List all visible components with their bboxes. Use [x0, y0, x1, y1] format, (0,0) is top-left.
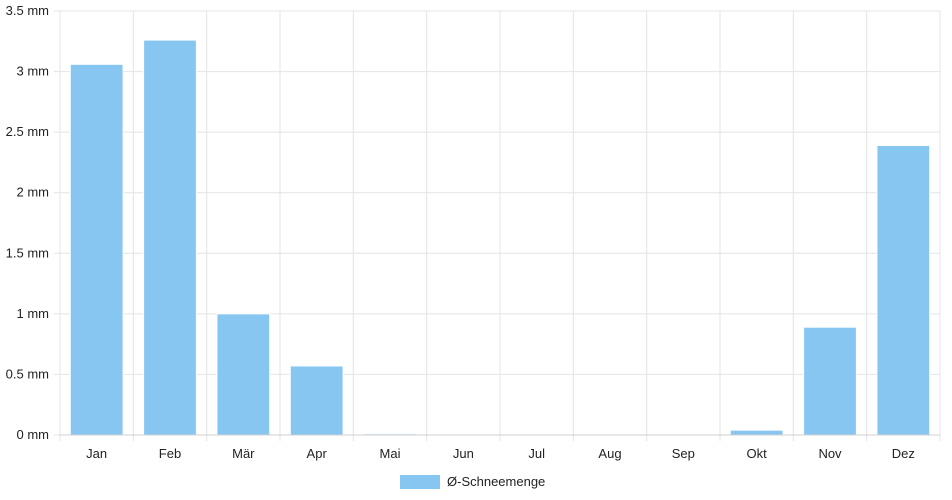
- x-tick-label: Okt: [747, 446, 768, 461]
- x-tick-label: Dez: [892, 446, 915, 461]
- bar-feb: [143, 39, 197, 436]
- x-tick-label: Apr: [307, 446, 328, 461]
- bars: [69, 39, 931, 436]
- x-tick-label: Sep: [672, 446, 695, 461]
- bar-nov: [803, 326, 857, 436]
- y-tick-label: 1.5 mm: [6, 245, 49, 260]
- y-tick-label: 0.5 mm: [6, 366, 49, 381]
- x-tick-label: Nov: [818, 446, 842, 461]
- bar-dez: [876, 144, 931, 436]
- bar-apr: [289, 365, 344, 436]
- legend: Ø-Schneemenge: [400, 474, 545, 489]
- bar-okt: [729, 429, 784, 436]
- axes: 0 mm 0.5 mm 1 mm 1.5 mm 2 mm 2.5 mm 3 mm 3.5 mm…: [6, 3, 940, 461]
- y-tick-label: 0 mm: [17, 427, 50, 442]
- x-tick-label: Jun: [453, 446, 474, 461]
- x-tick-label: Jan: [86, 446, 107, 461]
- bar-mär: [216, 313, 271, 436]
- y-tick-label: 2.5 mm: [6, 124, 49, 139]
- x-tick-label: Feb: [159, 446, 181, 461]
- y-tick-label: 2 mm: [17, 185, 50, 200]
- y-tick-label: 1 mm: [17, 306, 50, 321]
- x-tick-label: Jul: [528, 446, 545, 461]
- x-tick-label: Mai: [380, 446, 401, 461]
- x-tick-label: Aug: [598, 446, 621, 461]
- legend-swatch: [400, 475, 440, 489]
- bar-jan: [69, 63, 124, 436]
- x-tick-label: Mär: [232, 446, 255, 461]
- grid-lines: [59, 10, 941, 441]
- legend-label: Ø-Schneemenge: [447, 474, 545, 489]
- y-tick-label: 3 mm: [17, 64, 50, 79]
- y-tick-label: 3.5 mm: [6, 3, 49, 18]
